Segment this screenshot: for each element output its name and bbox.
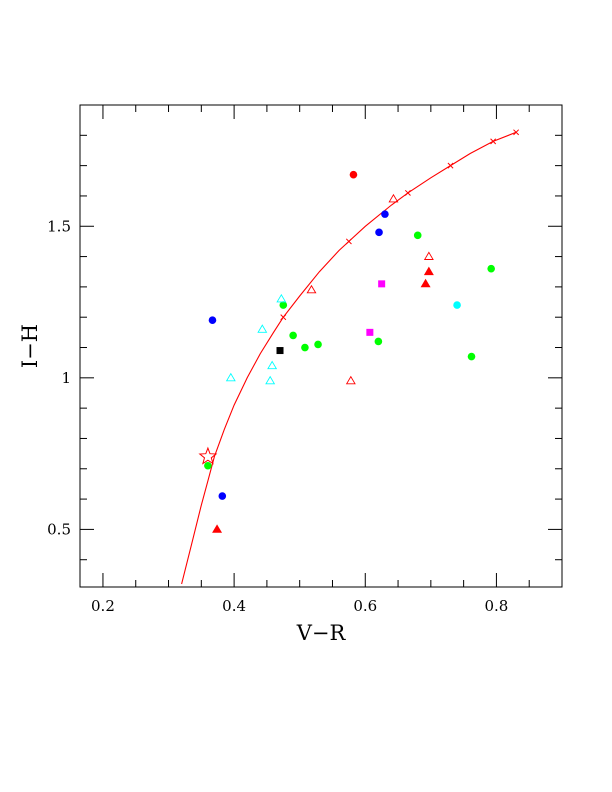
data-point <box>423 251 434 260</box>
x-axis-title: V−R <box>296 621 347 645</box>
data-point <box>375 228 383 237</box>
data-point <box>349 170 358 179</box>
data-point <box>225 372 236 382</box>
y-tick-label: 1.5 <box>47 217 71 235</box>
data-point <box>276 293 287 303</box>
x-tick-label: 0.6 <box>353 597 377 615</box>
data-point <box>453 301 461 309</box>
tick-labels: 0.2 0.4 0.6 0.8 0.5 1 1.5 <box>47 217 508 615</box>
data-point <box>467 352 476 361</box>
data-point <box>345 375 356 385</box>
model-curve <box>181 131 517 585</box>
curve-cross-marker <box>447 162 454 169</box>
ticks-layer <box>80 104 563 587</box>
data-point <box>289 331 297 340</box>
star-marker <box>198 446 218 465</box>
points-layer <box>198 170 495 533</box>
plot-frame <box>79 104 563 588</box>
data-point <box>423 266 434 276</box>
curve-cross-marker <box>490 138 497 145</box>
data-point <box>487 264 495 273</box>
data-point <box>306 284 317 294</box>
x-tick-label: 0.8 <box>484 597 508 615</box>
data-point <box>374 337 383 346</box>
x-tick-label: 0.2 <box>91 597 115 615</box>
data-point <box>378 280 386 288</box>
data-point <box>267 360 278 370</box>
data-point <box>366 328 374 336</box>
y-axis-title: I−H <box>18 324 42 368</box>
curve-cross-marker <box>345 238 352 245</box>
data-point <box>381 210 389 218</box>
data-point <box>279 301 288 309</box>
y-tick-label: 0.5 <box>47 520 71 538</box>
data-point <box>413 231 422 240</box>
data-point <box>388 193 399 203</box>
data-point <box>265 375 276 385</box>
data-point <box>276 347 284 355</box>
data-point <box>420 278 431 288</box>
data-point <box>204 461 212 470</box>
curve-cross-marker <box>280 314 287 321</box>
y-tick-label: 1 <box>61 369 71 387</box>
x-tick-label: 0.4 <box>222 597 246 615</box>
curve-cross-marker <box>513 129 520 136</box>
data-point <box>301 343 309 352</box>
curve-cross-marker <box>404 189 411 196</box>
data-point <box>218 492 227 500</box>
curve-layer <box>181 129 520 585</box>
data-point <box>208 316 217 325</box>
data-point <box>257 324 268 333</box>
data-point <box>212 524 223 533</box>
data-point <box>314 340 322 349</box>
